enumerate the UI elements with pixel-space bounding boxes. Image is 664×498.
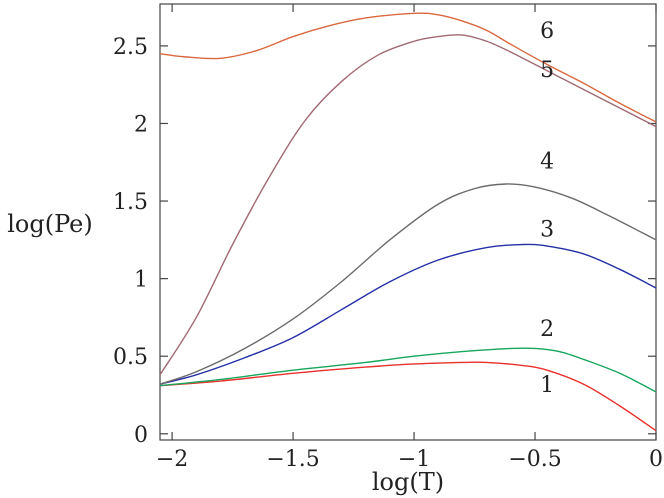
y-tick-label: 0.5 bbox=[113, 345, 148, 370]
x-tick-label: −1 bbox=[398, 447, 430, 472]
y-tick-label: 2 bbox=[134, 112, 148, 137]
plot-frame bbox=[159, 3, 657, 441]
x-tick-label: −2 bbox=[156, 447, 188, 472]
x-tick-label: −1.5 bbox=[266, 447, 319, 472]
series-line-5 bbox=[159, 34, 657, 376]
y-tick-label: 2.5 bbox=[113, 35, 148, 60]
series-label-3: 3 bbox=[540, 218, 554, 243]
series-line-4 bbox=[159, 183, 657, 385]
x-tick-label: 0 bbox=[649, 447, 663, 472]
y-tick-label: 1.5 bbox=[113, 190, 148, 215]
y-tick-label: 0 bbox=[134, 423, 148, 448]
x-axis-title: log(T) bbox=[372, 468, 444, 496]
x-tick-label: −0.5 bbox=[508, 447, 561, 472]
series-label-6: 6 bbox=[540, 19, 554, 44]
series-line-6 bbox=[159, 12, 657, 123]
series-label-5: 5 bbox=[540, 58, 554, 83]
series-lines bbox=[159, 12, 657, 432]
axes bbox=[159, 3, 657, 441]
series-label-1: 1 bbox=[540, 373, 554, 398]
series-line-2 bbox=[159, 347, 657, 393]
series-line-3 bbox=[159, 243, 657, 385]
series-label-4: 4 bbox=[540, 149, 554, 174]
series-label-2: 2 bbox=[540, 317, 554, 342]
y-axis-title: log(Pe) bbox=[7, 210, 93, 238]
series-line-1 bbox=[159, 361, 657, 432]
series-labels: 1 2 3 4 5 6 bbox=[540, 19, 554, 398]
y-tick-label: 1 bbox=[134, 268, 148, 293]
ticks: −2 −1.5 −1 −0.5 0 0 0.5 1 1.5 2 2.5 bbox=[113, 4, 663, 472]
